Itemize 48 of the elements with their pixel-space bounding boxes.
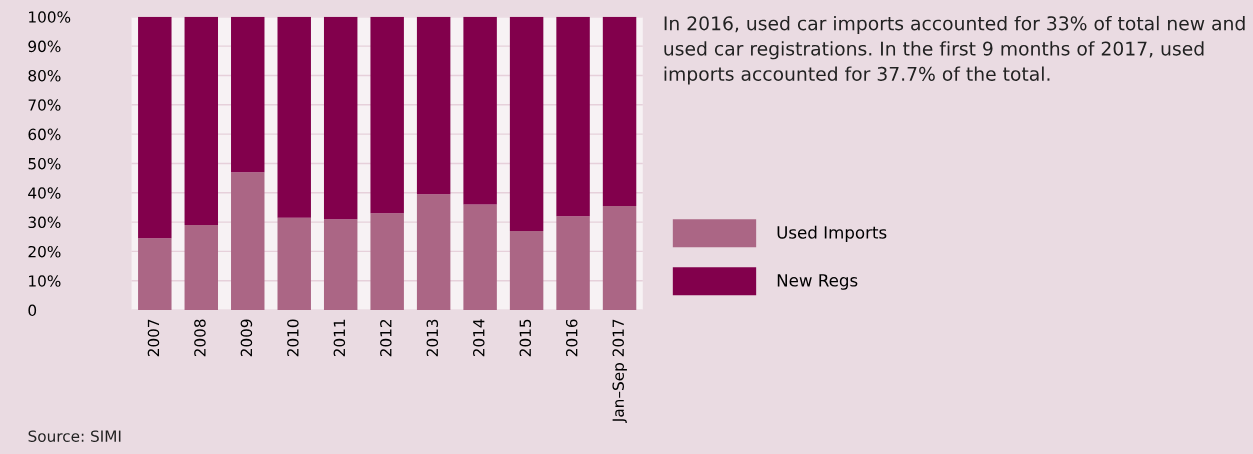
x-tick-label: 2010 — [287, 319, 299, 357]
legend-label: New Regs — [777, 274, 858, 290]
legend-label: Used Imports — [777, 225, 887, 242]
y-tick-label: 0 — [28, 304, 37, 317]
x-tick-label: 2009 — [240, 319, 253, 357]
bar — [416, 194, 451, 311]
y-tick-label: 40% — [28, 187, 61, 199]
x-tick-label: 2013 — [426, 319, 439, 357]
y-tick-label: 60% — [28, 128, 61, 141]
bar — [416, 16, 451, 195]
y-tick-label: 90% — [28, 40, 61, 53]
bar — [231, 172, 265, 311]
bar — [323, 16, 358, 220]
bar — [323, 219, 358, 311]
x-tick-label: Jan–Sep 2017 — [612, 319, 627, 423]
y-tick-label: 20% — [28, 245, 61, 258]
bar — [138, 238, 172, 311]
bar — [138, 16, 172, 239]
x-tick-label: 2007 — [147, 319, 160, 357]
bar — [370, 16, 404, 214]
y-tick-label: 70% — [28, 99, 61, 111]
y-tick-label: 100% — [29, 11, 71, 23]
bar — [509, 16, 544, 231]
bar — [509, 230, 544, 311]
bar — [602, 205, 637, 311]
x-tick-label: 2012 — [380, 319, 392, 357]
y-tick-label: 10% — [29, 275, 61, 287]
x-tick-label: 2011 — [333, 319, 346, 357]
bar — [184, 225, 219, 311]
bar — [184, 16, 219, 226]
text: In 2016, used car imports accounted for 33% of total new and used car registrations. In the first 9 months of 2017, used imports accounted for 37.7% of the total. — [664, 15, 1245, 85]
bar — [556, 216, 590, 311]
bar — [556, 16, 590, 217]
y-tick-label: 50% — [28, 157, 61, 170]
x-tick-label: 2014 — [473, 319, 485, 357]
bar — [370, 213, 404, 311]
bar — [463, 204, 497, 311]
bar — [463, 16, 497, 205]
bar — [231, 16, 265, 173]
x-tick-label: 2016 — [565, 319, 578, 357]
bar — [602, 16, 637, 206]
bar — [277, 16, 311, 218]
bar — [277, 217, 311, 311]
source-note: Source: SIMI — [28, 430, 121, 442]
y-tick-label: 30% — [28, 216, 61, 229]
x-tick-label: 2008 — [194, 319, 206, 357]
y-tick-label: 80% — [28, 69, 61, 82]
x-tick-label: 2015 — [519, 319, 532, 357]
